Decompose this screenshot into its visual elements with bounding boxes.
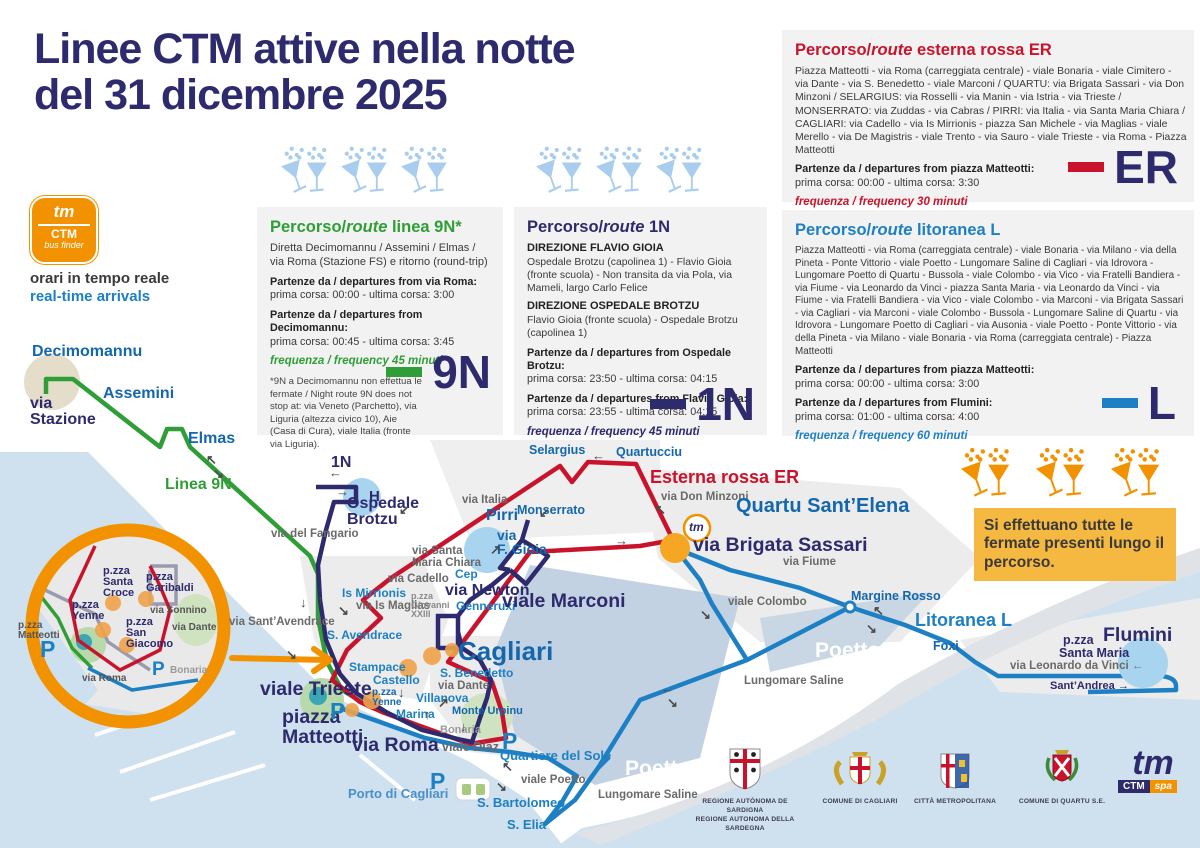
divider	[38, 224, 90, 226]
logo-comune-cagliari: COMUNE DI CAGLIARI	[815, 748, 905, 807]
route-line-swatch	[1068, 162, 1105, 172]
route-box-l-title: Percorso/route litoranea L	[795, 221, 1001, 239]
frequency: frequenza / frequency 45 minuti	[270, 355, 443, 368]
route-box-1n: Percorso/route 1N DIREZIONE FLAVIO GIOIA…	[514, 207, 767, 438]
title-line2: del 31 dicembre 2025	[34, 71, 448, 119]
direction-1-title: DIREZIONE FLAVIO GIOIA	[527, 242, 664, 254]
direction-2-title: DIREZIONE OSPEDALE BROTZU	[527, 300, 700, 313]
direction-1-text: Ospedale Brotzu (capolinea 1) - Flavio G…	[527, 256, 733, 295]
logo-citta-metropolitana: CITTÀ METROPOLITANA	[905, 752, 1005, 807]
route-box-l: Percorso/route litoranea L Piazza Matteo…	[782, 210, 1194, 442]
metropolitana-crest-icon	[940, 753, 970, 789]
frequency: frequenza / frequency 45 minuti	[527, 425, 700, 438]
route-badge-1n: 1N	[650, 381, 755, 427]
departures-2: Partenze da / departures from Flavio Gio…	[527, 392, 748, 419]
departures-2: Partenze da / departures from Flumini: pr…	[795, 397, 993, 423]
tagline-english: real-time arrivals	[30, 288, 151, 305]
departures-1: Partenze da / departures from piazza Mat…	[795, 364, 1035, 390]
ctm-logo-icon: tm	[53, 202, 75, 221]
route-box-1n-title: Percorso/route 1N	[527, 218, 671, 236]
logo-comune-quartu: COMUNE DI QUARTU S.E.	[1012, 748, 1112, 807]
app-subtitle: bus finder	[44, 240, 84, 251]
route-description: Piazza Matteotti - via Roma (carreggiata…	[795, 245, 1184, 357]
frequency: frequenza / frequency 30 minuti	[795, 196, 968, 209]
route-description: Piazza Matteotti - via Roma (carreggiata…	[795, 66, 1187, 157]
departures: Partenze da / departures from piazza Mat…	[795, 163, 1035, 189]
route-box-9n-title: Percorso/route linea 9N*	[270, 218, 462, 236]
route-box-er-title: Percorso/route esterna rossa ER	[795, 41, 1052, 59]
cagliari-crest-icon	[834, 752, 886, 786]
route-line-swatch	[386, 367, 423, 377]
departures-2: Partenze da / departures from Decimomann…	[270, 308, 455, 348]
route-description: Diretta Decimomannu / Assemini / Elmas /…	[270, 242, 488, 268]
route-box-9n: Percorso/route linea 9N* Diretta Decimom…	[257, 207, 503, 450]
ctm-logo-icon: tm	[1132, 744, 1174, 782]
all-stops-notice: Si effettuano tutte le fermate presenti …	[974, 508, 1176, 581]
route-line-swatch	[1101, 398, 1138, 408]
direction-2-text: Flavio Gioia (fronte scuola) - Ospedale …	[527, 315, 738, 340]
sardegna-crest-icon	[729, 748, 761, 790]
app-name: CTM	[51, 227, 77, 241]
route-box-er: Percorso/route esterna rossa ER Piazza M…	[782, 30, 1194, 208]
footnote: *9N a Decimomannu non effettua le fermat…	[270, 376, 422, 450]
route-line-swatch	[650, 399, 687, 409]
quartu-crest-icon	[1045, 750, 1079, 782]
tagline: orari in tempo reale real-time arrivals	[30, 270, 169, 306]
route-badge-l: L	[1101, 380, 1176, 426]
route-badge-9n: 9N	[386, 349, 491, 395]
route-badge-er: ER	[1068, 144, 1178, 190]
champagne-glasses-icon	[281, 146, 1160, 497]
frequency: frequenza / frequency 60 minuti	[795, 430, 968, 443]
title-line1: Linee CTM attive nella notte	[34, 25, 576, 73]
ctm-busfinder-app-icon[interactable]: tm CTM bus finder	[30, 196, 98, 264]
departures-1: Partenze da / departures from Ospedale B…	[527, 346, 732, 386]
logo-ctm-spa: tm CTM spa	[1118, 744, 1188, 793]
tagline-italian: orari in tempo reale	[30, 270, 170, 287]
logo-regione-sardegna: REGIONE AUTÒNOMA DE SARDIGNA REGIONE AUT…	[690, 748, 800, 834]
departures-1: Partenze da / departures from via Roma: p…	[270, 275, 478, 302]
page-title: Linee CTM attive nella notte del 31 dice…	[34, 25, 576, 119]
